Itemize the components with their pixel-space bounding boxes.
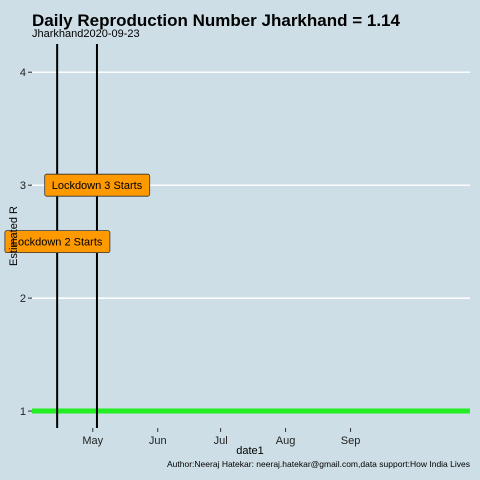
x-tick-label-jun: Jun — [149, 435, 167, 447]
x-tick-label-jul: Jul — [214, 435, 228, 447]
y-tick-label-3: 3 — [20, 180, 26, 192]
x-tick-label-aug: Aug — [276, 435, 296, 447]
x-tick-label-may: May — [82, 435, 103, 447]
y-axis-title: Estimated R — [8, 206, 20, 266]
annotation-1: Lockdown 2 Starts — [4, 230, 111, 254]
x-tick-label-sep: Sep — [341, 435, 361, 447]
x-axis-title: date1 — [236, 445, 264, 457]
chart-caption: Author:Neeraj Hatekar: neeraj.hatekar@gm… — [167, 459, 470, 469]
annotation-box — [4, 230, 111, 254]
annotation-label: Lockdown 3 Starts — [52, 180, 143, 192]
annotation-layer: Lockdown 2 Starts Lockdown 3 Starts — [4, 173, 151, 254]
y-tick-label-1: 1 — [20, 406, 26, 418]
axis-layer: 1 2 3 4 May Jun Jul Aug Sep — [20, 67, 360, 447]
chart-title: Daily Reproduction Number Jharkhand = 1.… — [32, 11, 401, 30]
y-tick-label-4: 4 — [20, 67, 26, 79]
chart-subtitle: Jharkhand2020-09-23 — [32, 28, 140, 40]
y-tick-label-2: 2 — [20, 293, 26, 305]
annotation-box — [44, 173, 151, 197]
annotation-2: Lockdown 3 Starts — [44, 173, 151, 197]
annotation-label: Lockdown 2 Starts — [12, 237, 103, 249]
